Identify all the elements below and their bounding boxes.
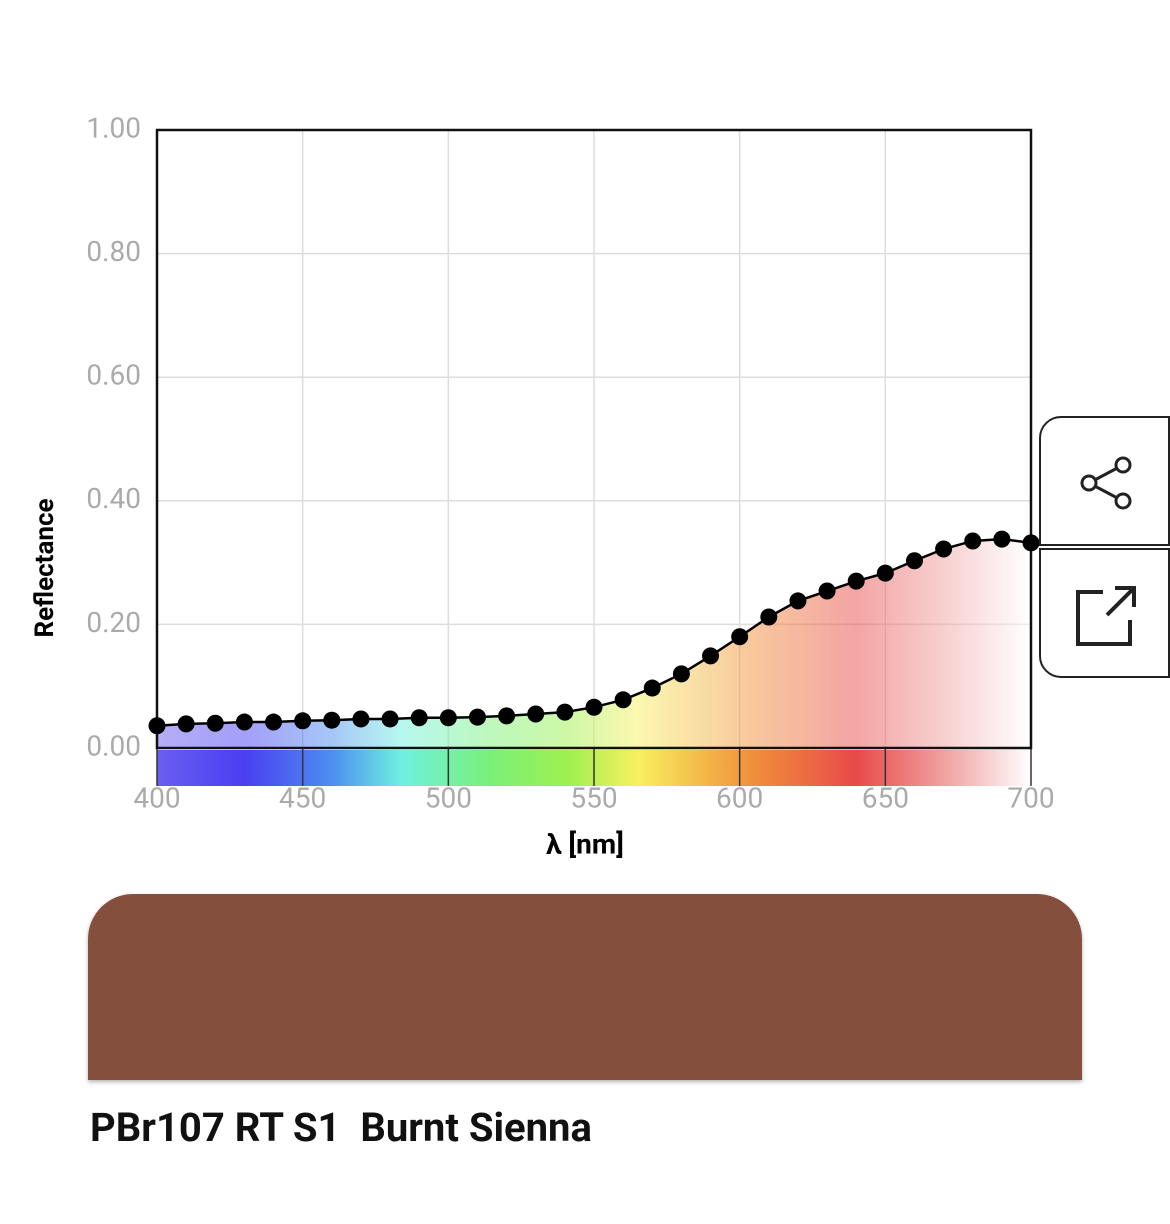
y-axis-label: Reflectance [30,498,60,637]
chart: Reflectance λ [nm] 0.00 0.20 0.40 0.60 0.80 1… [30,111,1055,860]
data-point [818,582,836,600]
data-point [964,532,982,550]
data-point [702,647,720,665]
data-point [527,705,545,723]
data-point [585,698,603,716]
data-point [556,703,574,721]
data-point [468,708,486,726]
x-tick-label: 650 [862,781,909,814]
x-tick-label: 450 [279,781,326,814]
data-point [148,717,166,735]
data-point [352,710,370,728]
x-tick-label: 400 [133,781,180,814]
data-point [206,714,224,732]
share-button[interactable] [1039,416,1170,546]
y-tick-label: 0.80 [86,235,141,268]
open-icon [1076,586,1136,646]
data-point [847,572,865,590]
data-point [614,691,632,709]
data-point [731,628,749,646]
pigment-name: PBr107 RT S1 Burnt Sienna [90,1104,592,1151]
y-tick-label: 0.40 [86,482,141,515]
x-tick-label: 700 [1007,781,1054,814]
data-point [381,710,399,728]
data-point [265,713,283,731]
data-point [935,540,953,558]
reflectance-area [157,539,1031,748]
x-tick-label: 500 [425,781,472,814]
x-axis-label: λ [nm] [546,827,624,860]
data-point [294,712,312,730]
data-point [760,608,778,626]
data-point [905,552,923,570]
data-point [643,679,661,697]
y-tick-label: 0.20 [86,606,141,639]
data-point [177,715,195,733]
y-tick-label: 0.00 [86,729,141,762]
data-point [323,711,341,729]
data-point [993,530,1011,548]
open-button[interactable] [1039,548,1170,678]
x-tick-label: 550 [570,781,617,814]
data-point [235,713,253,731]
color-swatch [88,894,1082,1080]
share-icon [1080,456,1132,510]
y-tick-label: 0.60 [86,359,141,392]
plot-border [155,128,1033,750]
data-point [789,592,807,610]
data-point [439,709,457,727]
data-point [672,665,690,683]
data-point [410,709,428,727]
data-point [876,564,894,582]
x-tick-label: 600 [716,781,763,814]
data-point [1022,534,1040,552]
y-tick-label: 1.00 [86,111,141,144]
data-point [498,707,516,725]
